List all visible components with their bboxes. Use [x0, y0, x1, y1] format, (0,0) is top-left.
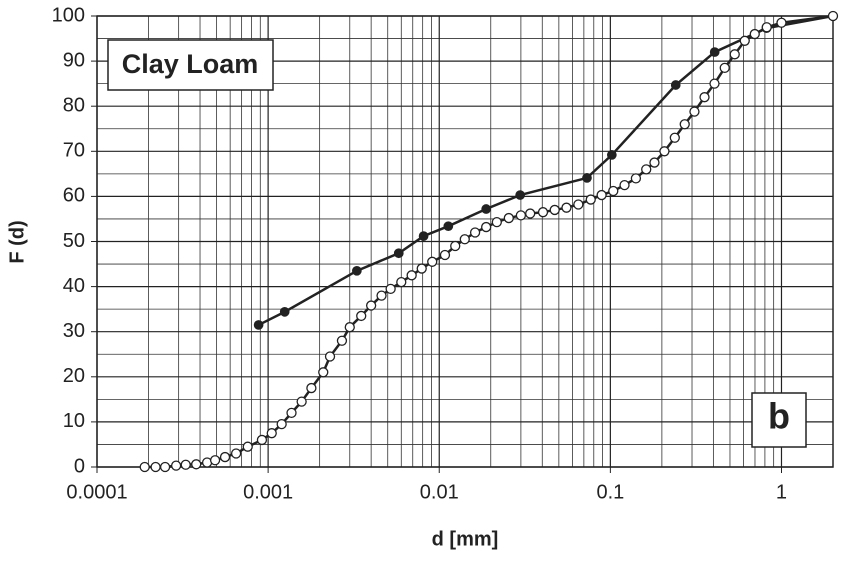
- y-tick-label: 30: [63, 320, 85, 342]
- data-point: [827, 10, 839, 22]
- data-point: [219, 451, 231, 463]
- data-point: [709, 78, 720, 89]
- data-point: [503, 212, 514, 224]
- data-point: [443, 221, 454, 232]
- data-point: [481, 221, 492, 233]
- data-point: [596, 189, 607, 201]
- data-point: [537, 207, 549, 218]
- y-tick-label: 20: [63, 365, 85, 387]
- data-point: [286, 407, 297, 419]
- data-point: [416, 263, 427, 274]
- y-tick-label: 80: [63, 94, 85, 116]
- data-point: [608, 185, 619, 197]
- data-point: [324, 351, 336, 362]
- data-point: [180, 459, 191, 470]
- data-point: [699, 92, 710, 103]
- data-point: [491, 216, 502, 228]
- data-point: [418, 231, 429, 241]
- data-point: [649, 157, 660, 168]
- data-point: [170, 460, 182, 471]
- data-point: [459, 234, 470, 245]
- y-tick-label: 10: [63, 410, 85, 432]
- y-tick-label: 60: [63, 185, 85, 207]
- x-tick-label: 0.01: [420, 481, 459, 503]
- data-point: [689, 106, 700, 117]
- data-point: [318, 367, 329, 378]
- data-point: [266, 428, 277, 439]
- data-point: [396, 276, 407, 288]
- annotation: b: [768, 396, 790, 437]
- data-point: [659, 146, 670, 157]
- data-point: [670, 80, 681, 90]
- data-point: [139, 461, 150, 473]
- plot-frame: [96, 15, 834, 468]
- data-point: [352, 265, 362, 276]
- annotation: Clay Loam: [122, 49, 259, 79]
- data-point: [159, 461, 171, 473]
- y-tick-label: 70: [63, 140, 85, 162]
- data-point: [729, 49, 740, 60]
- data-point: [336, 335, 348, 346]
- x-axis-label: d [mm]: [432, 528, 499, 550]
- data-point: [365, 300, 377, 311]
- data-point: [469, 227, 481, 238]
- data-point: [344, 322, 355, 333]
- data-point: [150, 461, 161, 473]
- x-tick-label: 0.001: [243, 481, 293, 503]
- annotation-box: [751, 392, 807, 448]
- data-point: [641, 164, 652, 175]
- data-point: [549, 204, 560, 216]
- data-point: [669, 132, 680, 143]
- y-axis-label: F (d): [6, 220, 28, 263]
- data-point: [376, 290, 387, 301]
- data-point: [385, 283, 396, 295]
- y-tick-label: 0: [74, 455, 85, 477]
- x-tick-label: 0.0001: [66, 481, 127, 503]
- data-point: [709, 47, 720, 57]
- data-point: [481, 204, 492, 214]
- data-point: [561, 202, 572, 213]
- data-point: [242, 441, 253, 452]
- data-point: [450, 240, 461, 252]
- data-point: [719, 62, 730, 74]
- data-point: [679, 119, 690, 130]
- data-point: [619, 179, 630, 191]
- data-point: [427, 256, 438, 267]
- data-point: [573, 199, 584, 210]
- data-point: [191, 459, 202, 470]
- annotation-box: [107, 39, 274, 91]
- data-point: [393, 248, 404, 259]
- data-point: [439, 249, 451, 261]
- data-point: [582, 173, 592, 183]
- series-line: [258, 14, 834, 327]
- data-point: [279, 307, 290, 317]
- data-point: [256, 434, 268, 446]
- y-tick-label: 100: [52, 4, 85, 26]
- data-point: [739, 35, 750, 46]
- x-tick-label: 0.1: [596, 481, 624, 503]
- data-point: [585, 194, 596, 205]
- data-point: [749, 28, 760, 40]
- data-point: [356, 310, 367, 322]
- y-tick-label: 90: [63, 49, 85, 71]
- data-point: [406, 270, 417, 281]
- data-point: [276, 419, 287, 430]
- y-tick-label: 40: [63, 275, 85, 297]
- data-point: [525, 208, 536, 219]
- data-point: [761, 22, 772, 33]
- data-point: [630, 173, 642, 184]
- x-tick-label: 1: [776, 481, 787, 503]
- data-point: [306, 382, 317, 394]
- data-point: [515, 210, 527, 221]
- data-point: [253, 320, 264, 330]
- y-tick-label: 50: [63, 230, 85, 252]
- data-point: [515, 190, 525, 200]
- data-point: [296, 396, 307, 407]
- data-point: [230, 448, 242, 459]
- data-point: [209, 455, 221, 466]
- data-point: [776, 17, 787, 28]
- data-point: [606, 150, 617, 160]
